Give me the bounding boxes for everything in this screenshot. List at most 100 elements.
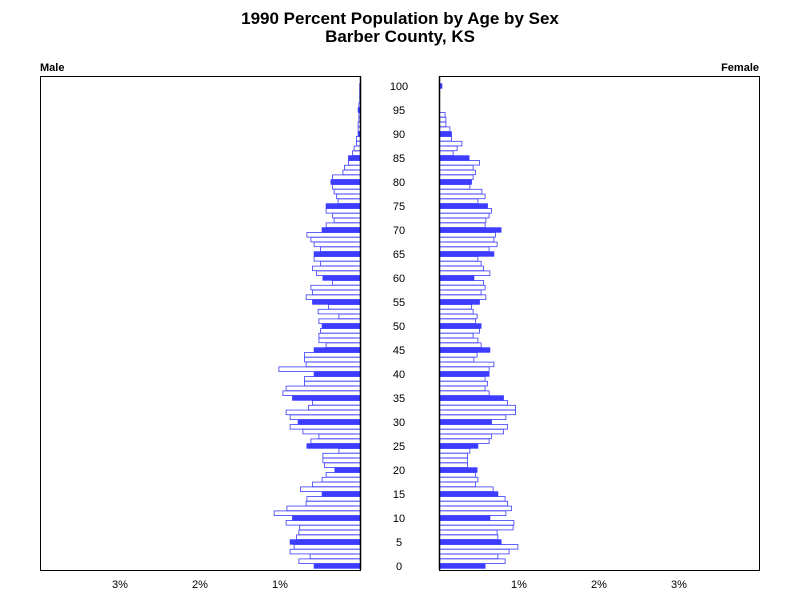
age-tick-label: 100 xyxy=(390,81,408,93)
male-bar-age-1 xyxy=(298,558,361,564)
female-bar-age-71 xyxy=(439,222,486,228)
male-bar-age-73 xyxy=(332,212,361,219)
female-bar-age-57 xyxy=(439,289,482,296)
male-bar-age-52 xyxy=(338,313,361,320)
female-bar-age-0 xyxy=(439,563,486,569)
female-bar-age-5 xyxy=(439,539,502,545)
male-bar-age-53 xyxy=(317,308,361,315)
male-bar-age-8 xyxy=(299,524,361,531)
age-tick-label: 65 xyxy=(393,249,405,261)
female-x-tick-label: 3% xyxy=(671,579,687,591)
male-x-tick-label: 3% xyxy=(112,579,128,591)
male-bar-age-29 xyxy=(289,424,361,430)
male-bar-age-85 xyxy=(348,155,361,161)
male-bar-age-23 xyxy=(322,452,361,459)
male-bar-age-33 xyxy=(308,404,361,411)
age-tick-label: 15 xyxy=(393,489,405,501)
male-bar-age-71 xyxy=(325,222,361,228)
male-bar-age-63 xyxy=(320,260,361,267)
female-bar-age-28 xyxy=(439,428,504,435)
female-bar-age-44 xyxy=(439,352,478,358)
female-bar-age-56 xyxy=(439,294,487,300)
male-bar-age-57 xyxy=(312,289,361,296)
female-bar-age-50 xyxy=(439,323,482,329)
female-bar-age-87 xyxy=(439,145,458,152)
female-bar-age-23 xyxy=(439,452,468,459)
female-bar-age-11 xyxy=(439,510,507,516)
female-bar-age-42 xyxy=(439,361,495,368)
male-bar-age-64 xyxy=(313,256,361,262)
chart-subtitle: Barber County, KS xyxy=(325,27,475,46)
male-bar-age-17 xyxy=(312,481,361,488)
male-bar-age-13 xyxy=(305,500,361,507)
female-bar-age-37 xyxy=(439,385,486,392)
age-tick-label: 75 xyxy=(393,201,405,213)
male-bar-age-18 xyxy=(321,476,361,483)
male-bar-age-76 xyxy=(337,198,361,204)
male-bar-age-0 xyxy=(313,563,361,569)
male-bar-age-61 xyxy=(316,270,361,276)
female-bar-age-14 xyxy=(439,496,506,502)
male-bar-age-82 xyxy=(342,169,361,176)
age-tick-label: 25 xyxy=(393,441,405,453)
female-bar-age-39 xyxy=(439,376,486,382)
age-tick-label: 90 xyxy=(393,129,405,141)
male-bar-age-4 xyxy=(293,544,361,550)
male-bar-age-41 xyxy=(278,366,361,372)
male-bar-age-37 xyxy=(285,385,361,392)
male-bar-age-69 xyxy=(306,232,361,238)
female-bar-age-36 xyxy=(439,390,490,396)
female-bar-age-63 xyxy=(439,260,482,267)
male-bar-age-24 xyxy=(338,448,361,454)
female-bar-age-31 xyxy=(439,414,507,420)
female-bar-age-34 xyxy=(439,400,508,406)
female-bar-age-40 xyxy=(439,371,490,377)
female-bar-age-73 xyxy=(439,212,490,219)
female-bar-age-13 xyxy=(439,500,508,507)
female-bar-age-68 xyxy=(439,236,495,243)
male-bar-age-28 xyxy=(302,428,361,435)
male-bar-age-3 xyxy=(289,548,361,555)
female-bar-age-76 xyxy=(439,198,479,204)
female-bar-age-29 xyxy=(439,424,508,430)
age-tick-label: 20 xyxy=(393,465,405,477)
age-tick-label: 85 xyxy=(393,153,405,165)
male-bar-age-9 xyxy=(285,520,361,526)
male-bar-age-60 xyxy=(322,275,361,281)
male-bar-age-48 xyxy=(318,332,361,339)
male-bar-age-79 xyxy=(332,184,361,190)
male-bar-age-74 xyxy=(325,208,361,214)
female-bar-age-74 xyxy=(439,208,492,214)
male-bar-age-86 xyxy=(352,150,361,156)
female-bar-age-72 xyxy=(439,217,487,224)
female-bar-age-43 xyxy=(439,356,475,363)
female-x-tick-label: 2% xyxy=(591,579,607,591)
female-label: Female xyxy=(721,62,759,74)
male-bar-age-27 xyxy=(318,433,361,440)
female-bar-age-41 xyxy=(439,366,490,372)
male-bar-age-68 xyxy=(310,236,361,243)
female-bar-age-62 xyxy=(439,265,484,272)
female-bar-age-1 xyxy=(439,558,506,564)
age-tick-label: 30 xyxy=(393,417,405,429)
male-bar-age-20 xyxy=(334,467,361,473)
female-bar-age-61 xyxy=(439,270,491,276)
male-bar-age-5 xyxy=(289,539,361,545)
female-bar-age-85 xyxy=(439,155,470,161)
male-bar-age-70 xyxy=(321,227,361,233)
male-bar-age-11 xyxy=(273,510,361,516)
female-bar-age-51 xyxy=(439,318,476,324)
female-bar-age-83 xyxy=(439,164,474,171)
male-bar-age-14 xyxy=(306,496,361,502)
male-bar-age-46 xyxy=(325,342,361,348)
female-bar-age-16 xyxy=(439,486,494,492)
female-bar-age-30 xyxy=(439,419,492,425)
male-bar-age-49 xyxy=(320,328,361,334)
female-bar-age-7 xyxy=(439,529,498,536)
female-bar-age-55 xyxy=(439,299,480,305)
age-tick-label: 60 xyxy=(393,273,405,285)
male-bar-age-83 xyxy=(344,164,361,171)
age-tick-label: 0 xyxy=(396,561,402,573)
female-bar-age-15 xyxy=(439,491,499,497)
age-tick-label: 80 xyxy=(393,177,405,189)
